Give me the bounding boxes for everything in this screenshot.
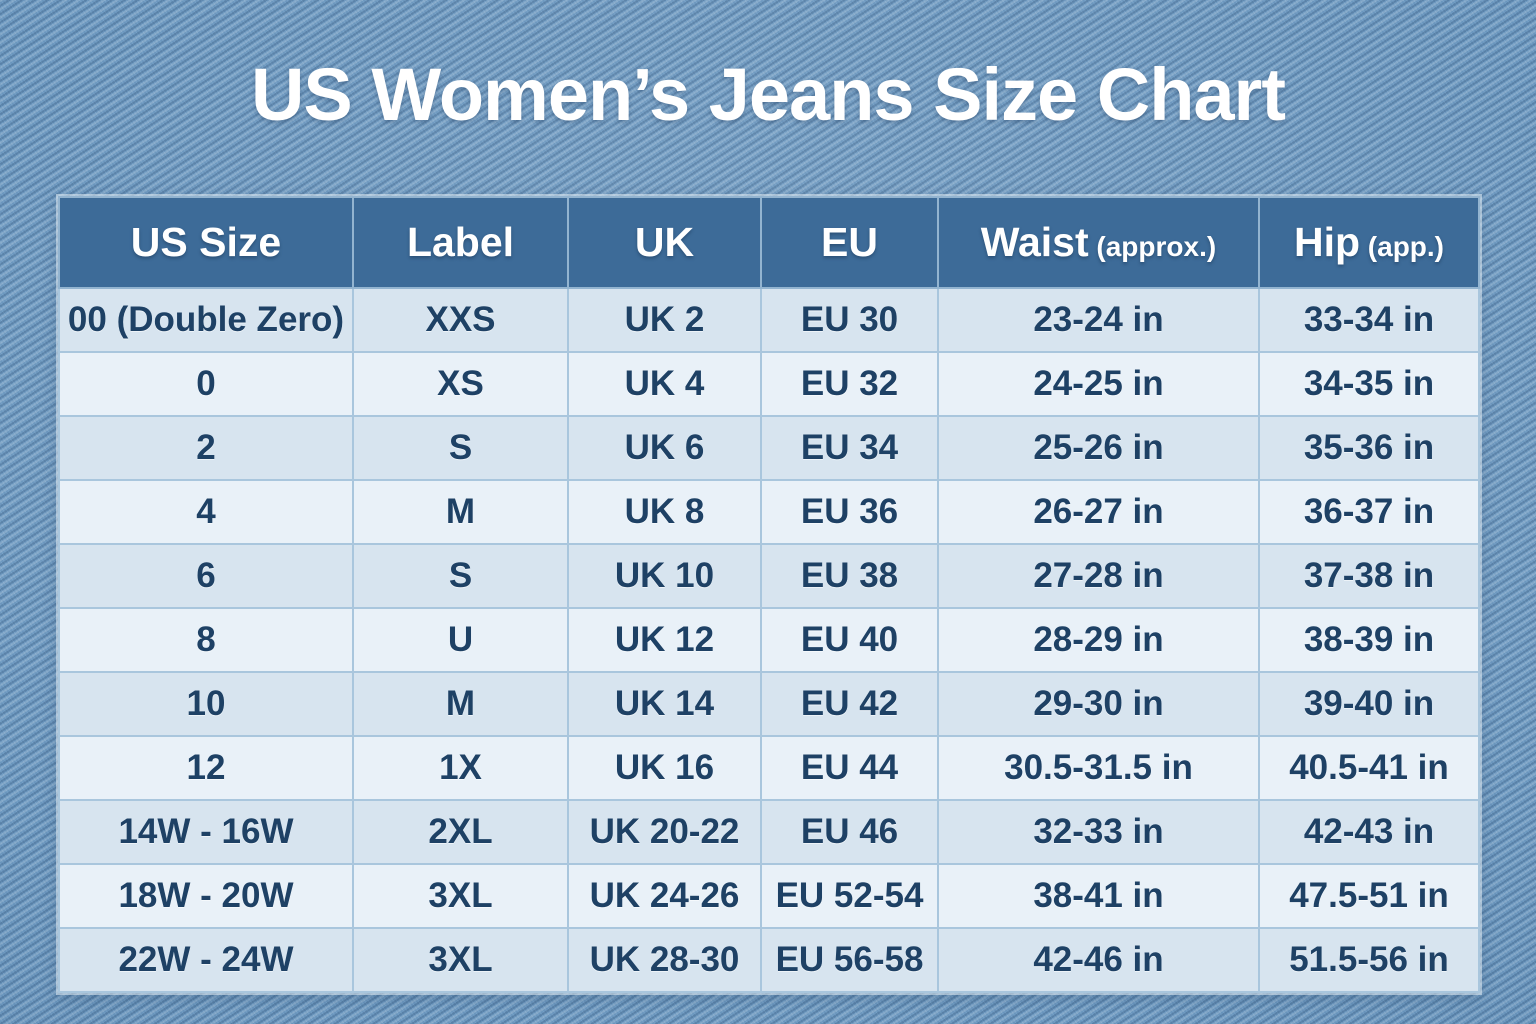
table-cell-hip: 36-37 in [1258,479,1480,545]
table-cell-eu: EU 56-58 [760,927,939,993]
table-cell-waist: 26-27 in [937,479,1260,545]
table-cell-eu: EU 30 [760,287,939,353]
table-header-row: US Size Label UK EU Waist (approx.) Hip (app.… [58,196,1480,289]
table-body: 00 (Double Zero) XXS UK 2 EU 30 23-24 in 33-3… [58,287,1480,993]
column-header-uk: UK [567,196,762,289]
column-header-us-size: US Size [58,196,354,289]
table-cell-label: S [352,415,569,481]
table-cell-waist: 42-46 in [937,927,1260,993]
table-cell-eu: EU 52-54 [760,863,939,929]
table-cell-hip: 40.5-41 in [1258,735,1480,801]
table-cell-uk: UK 20-22 [567,799,762,865]
column-header-label: EU [821,219,878,265]
table-cell-us-size: 2 [58,415,354,481]
table-cell-uk: UK 2 [567,287,762,353]
table-cell-label: 2XL [352,799,569,865]
table-cell-uk: UK 24-26 [567,863,762,929]
column-header-sublabel: (approx.) [1088,231,1217,262]
column-header-label: Hip [1293,219,1361,265]
table-cell-hip: 47.5-51 in [1258,863,1480,929]
table-cell-hip: 38-39 in [1258,607,1480,673]
table-cell-eu: EU 46 [760,799,939,865]
table-cell-waist: 27-28 in [937,543,1260,609]
table-cell-hip: 39-40 in [1258,671,1480,737]
table-cell-us-size: 6 [58,543,354,609]
table-cell-hip: 51.5-56 in [1258,927,1480,993]
table-row: 22W - 24W 3XL UK 28-30 EU 56-58 42-46 in 51.5… [58,927,1480,993]
column-header-label: Label [406,219,515,265]
table-row: 0 XS UK 4 EU 32 24-25 in 34-35 in [58,351,1480,417]
column-header-label: US Size [130,219,282,265]
table-cell-us-size: 10 [58,671,354,737]
table-cell-us-size: 18W - 20W [58,863,354,929]
size-chart-table: US Size Label UK EU Waist (approx.) Hip (app.… [58,196,1480,993]
table-cell-uk: UK 10 [567,543,762,609]
table-cell-waist: 38-41 in [937,863,1260,929]
table-cell-eu: EU 42 [760,671,939,737]
table-cell-eu: EU 44 [760,735,939,801]
table-row: 6 S UK 10 EU 38 27-28 in 37-38 in [58,543,1480,609]
table-row: 2 S UK 6 EU 34 25-26 in 35-36 in [58,415,1480,481]
table-cell-label: 3XL [352,927,569,993]
column-header-eu: EU [760,196,939,289]
table-cell-us-size: 8 [58,607,354,673]
table-cell-label: S [352,543,569,609]
table-cell-uk: UK 6 [567,415,762,481]
table-cell-hip: 37-38 in [1258,543,1480,609]
table-row: 10 M UK 14 EU 42 29-30 in 39-40 in [58,671,1480,737]
table-cell-eu: EU 32 [760,351,939,417]
table-cell-label: XXS [352,287,569,353]
table-cell-us-size: 14W - 16W [58,799,354,865]
table-cell-us-size: 12 [58,735,354,801]
table-cell-uk: UK 14 [567,671,762,737]
table-cell-eu: EU 36 [760,479,939,545]
table-row: 8 U UK 12 EU 40 28-29 in 38-39 in [58,607,1480,673]
table-cell-uk: UK 8 [567,479,762,545]
table-cell-waist: 23-24 in [937,287,1260,353]
column-header-waist: Waist (approx.) [937,196,1260,289]
table-cell-hip: 33-34 in [1258,287,1480,353]
table-cell-us-size: 00 (Double Zero) [58,287,354,353]
table-cell-uk: UK 28-30 [567,927,762,993]
table-row: 18W - 20W 3XL UK 24-26 EU 52-54 38-41 in 47.5… [58,863,1480,929]
table-cell-waist: 29-30 in [937,671,1260,737]
column-header-label: Label [352,196,569,289]
table-cell-label: U [352,607,569,673]
table-cell-eu: EU 40 [760,607,939,673]
table-row: 14W - 16W 2XL UK 20-22 EU 46 32-33 in 42-43 i… [58,799,1480,865]
table-cell-label: XS [352,351,569,417]
column-header-label: Waist [980,219,1089,265]
page-title: US Women’s Jeans Size Chart [250,53,1286,136]
table-cell-uk: UK 4 [567,351,762,417]
table-cell-us-size: 22W - 24W [58,927,354,993]
table-cell-waist: 25-26 in [937,415,1260,481]
table-cell-waist: 28-29 in [937,607,1260,673]
column-header-label: UK [634,219,695,265]
table-cell-label: M [352,479,569,545]
table-row: 4 M UK 8 EU 36 26-27 in 36-37 in [58,479,1480,545]
table-cell-us-size: 4 [58,479,354,545]
table-cell-label: 3XL [352,863,569,929]
column-header-sublabel: (app.) [1360,231,1445,262]
table-cell-label: M [352,671,569,737]
table-cell-hip: 42-43 in [1258,799,1480,865]
table-cell-waist: 24-25 in [937,351,1260,417]
table-cell-waist: 32-33 in [937,799,1260,865]
table-cell-hip: 35-36 in [1258,415,1480,481]
column-header-hip: Hip (app.) [1258,196,1480,289]
table-cell-us-size: 0 [58,351,354,417]
table-row: 12 1X UK 16 EU 44 30.5-31.5 in 40.5-41 in [58,735,1480,801]
table-cell-waist: 30.5-31.5 in [937,735,1260,801]
table-cell-eu: EU 34 [760,415,939,481]
table-cell-uk: UK 12 [567,607,762,673]
table-cell-uk: UK 16 [567,735,762,801]
table-cell-eu: EU 38 [760,543,939,609]
table-cell-hip: 34-35 in [1258,351,1480,417]
table-cell-label: 1X [352,735,569,801]
table-row: 00 (Double Zero) XXS UK 2 EU 30 23-24 in 33-3… [58,287,1480,353]
